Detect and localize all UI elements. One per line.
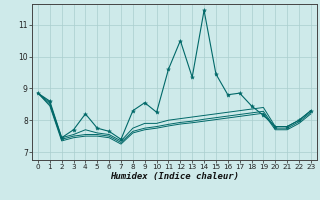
X-axis label: Humidex (Indice chaleur): Humidex (Indice chaleur)	[110, 172, 239, 181]
